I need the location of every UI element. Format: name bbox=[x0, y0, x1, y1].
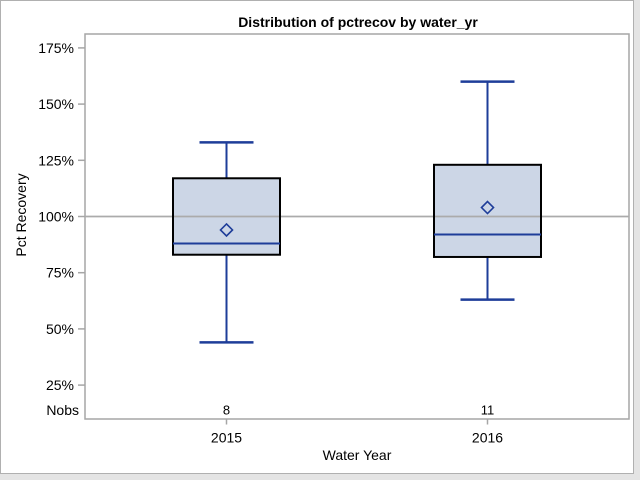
chart-title: Distribution of pctrecov by water_yr bbox=[238, 14, 478, 30]
mean-diamond-2015 bbox=[219, 222, 234, 238]
box-outline-2015 bbox=[172, 177, 281, 256]
x-tick-label: 2015 bbox=[211, 430, 242, 446]
boxplot-canvas: 25% 50% 75% 100% 125% 150% 175% 2015 8 2016 11 Dis… bbox=[13, 14, 630, 463]
nobs-value: 11 bbox=[481, 403, 495, 418]
plot-generated: 25% 50% 75% 100% 125% 150% 175% 2015 8 2016 11 bbox=[38, 33, 630, 446]
y-tick-label: 150% bbox=[38, 96, 74, 112]
box-fill-2016 bbox=[434, 164, 541, 257]
chart-area: 25% 50% 75% 100% 125% 150% 175% 2015 8 2016 11 Dis… bbox=[0, 0, 634, 474]
y-tick-label: 175% bbox=[38, 40, 74, 56]
plot-frame bbox=[84, 33, 630, 420]
box-outline-2016 bbox=[433, 163, 542, 258]
x-tick-label: 2016 bbox=[472, 430, 503, 446]
nobs-value: 8 bbox=[223, 403, 230, 418]
y-tick-label: 50% bbox=[46, 321, 74, 337]
x-axis-label: Water Year bbox=[323, 447, 392, 463]
y-tick-label: 75% bbox=[46, 265, 74, 281]
y-tick-label: 125% bbox=[38, 152, 74, 168]
mean-diamond-2016 bbox=[480, 200, 495, 215]
y-tick-label: 100% bbox=[38, 209, 74, 225]
nobs-row-label: Nobs bbox=[46, 402, 79, 418]
y-axis-label: Pct Recovery bbox=[13, 173, 29, 256]
y-tick-label: 25% bbox=[46, 377, 74, 393]
